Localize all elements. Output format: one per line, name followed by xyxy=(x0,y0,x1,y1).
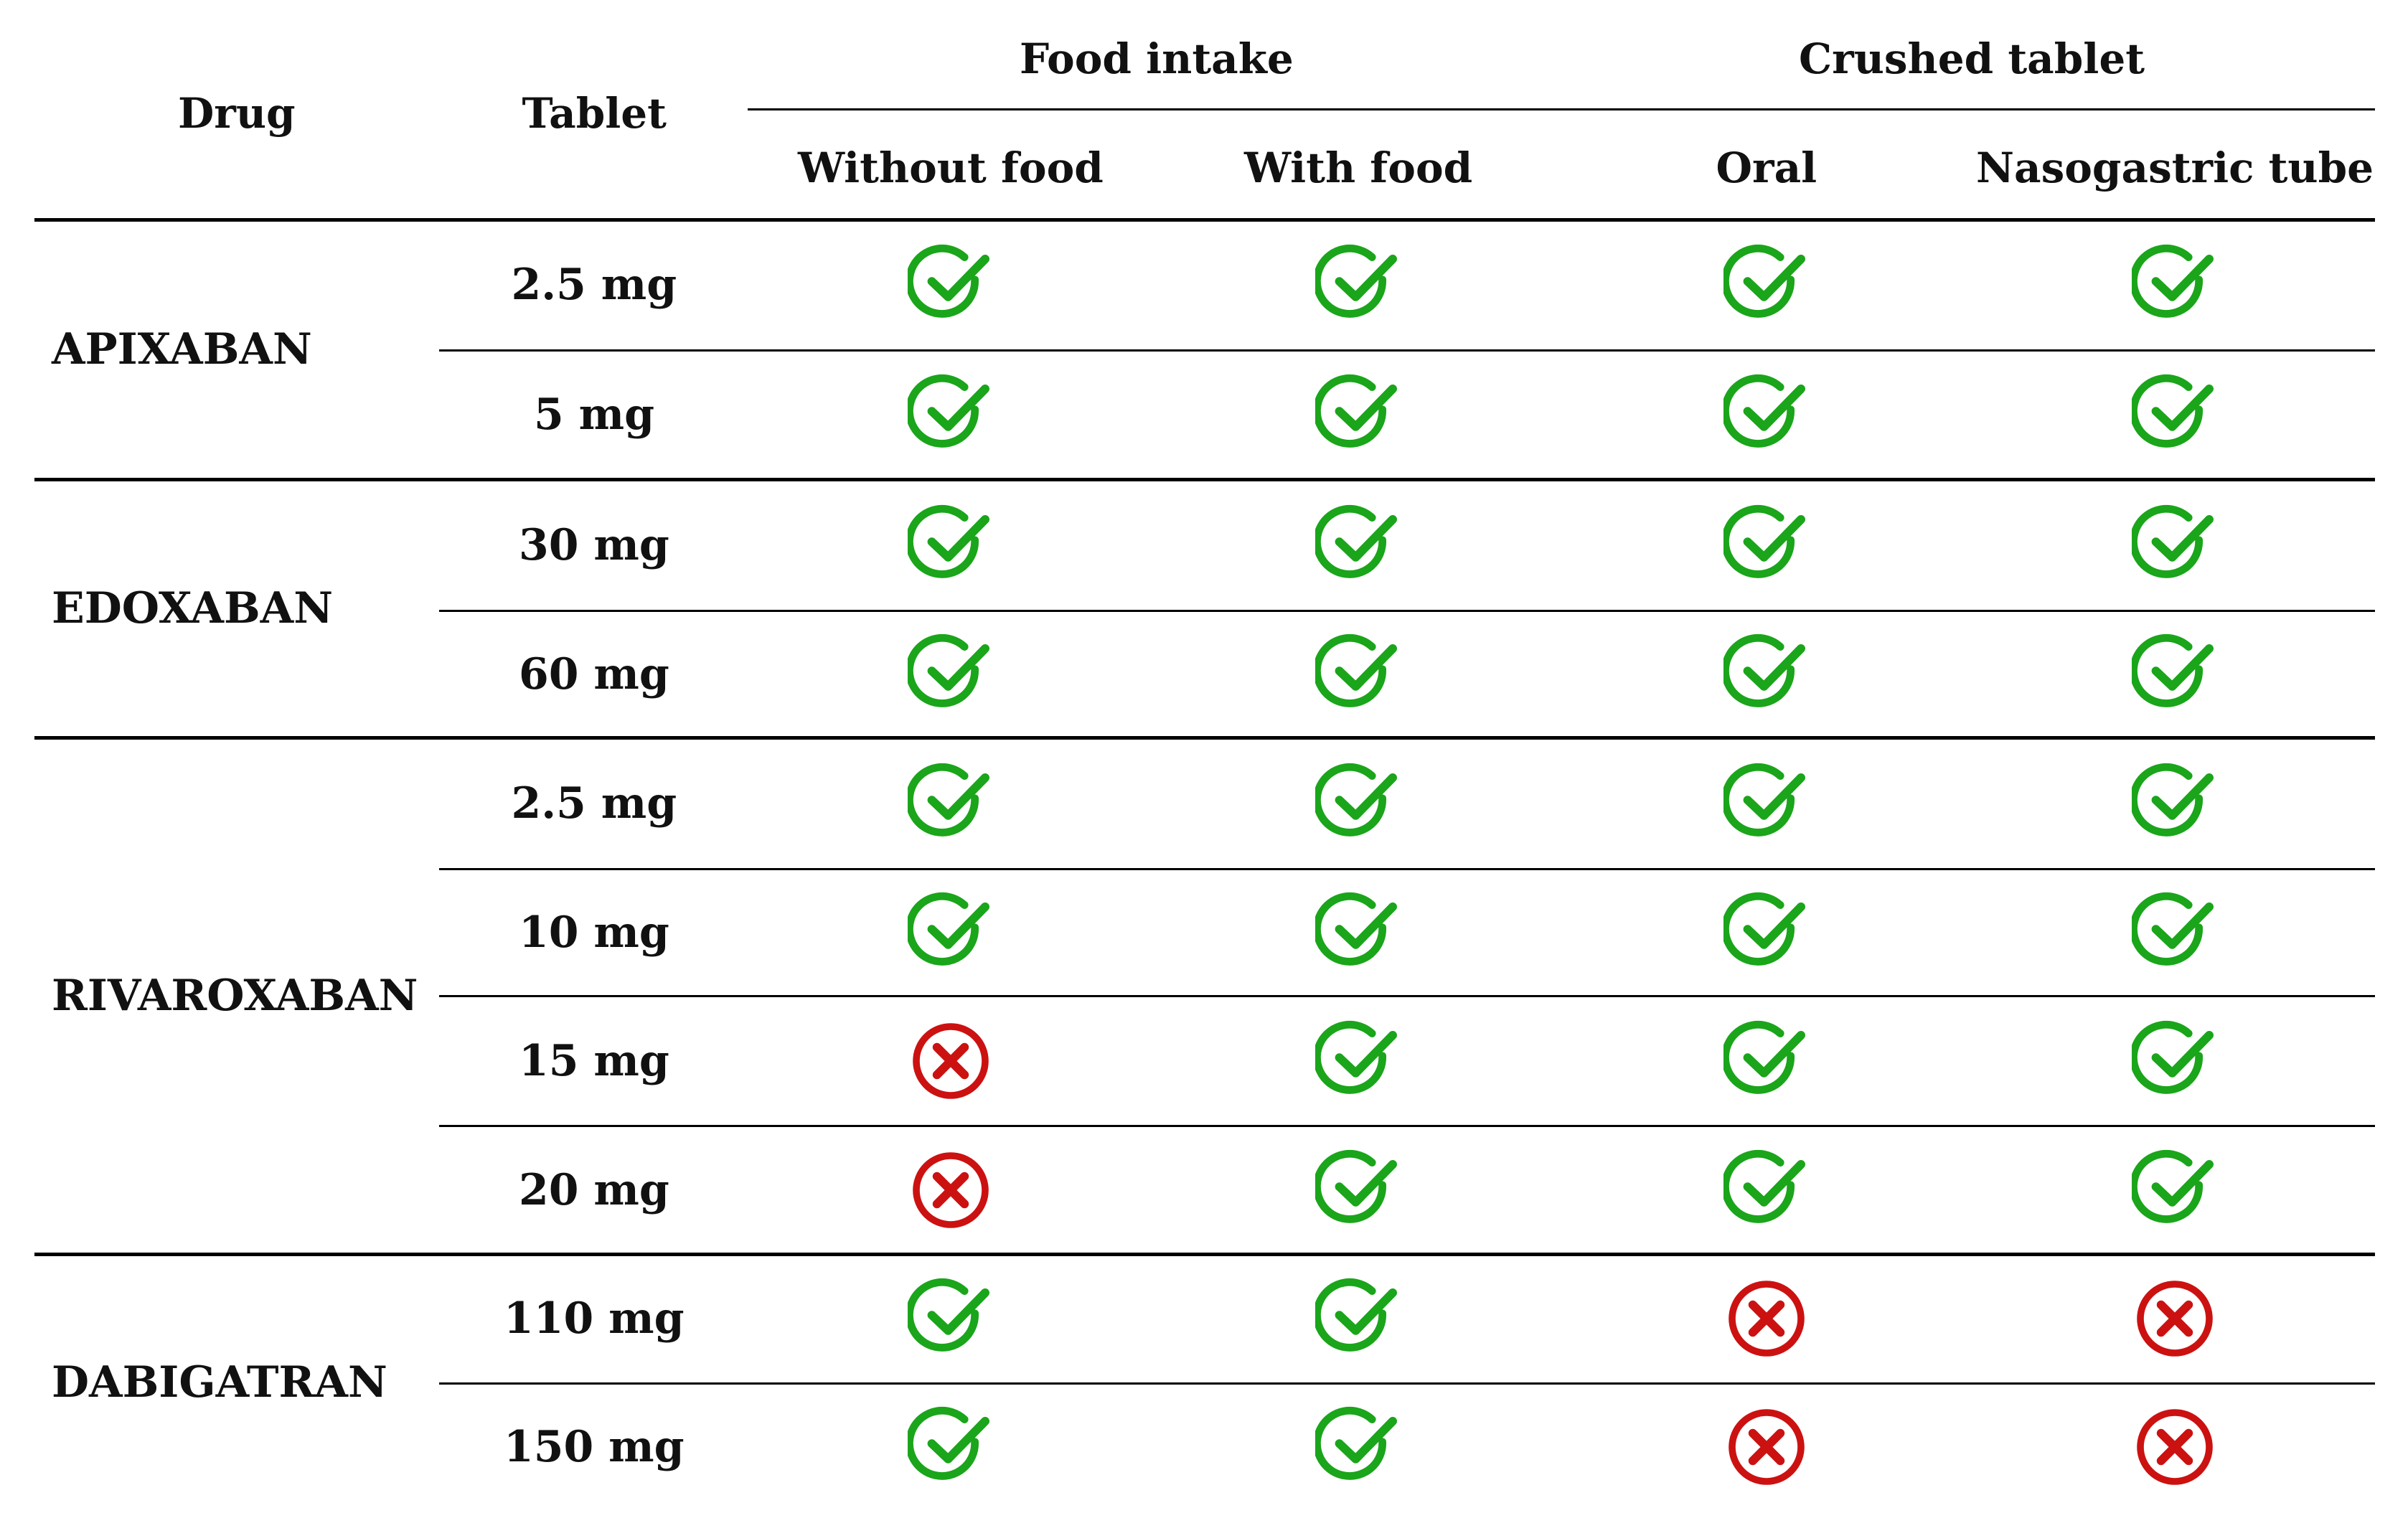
drug-name: DABIGATRAN xyxy=(52,1357,387,1408)
tablet-dose: 60 mg xyxy=(519,649,669,699)
check-icon xyxy=(1723,372,1810,458)
check-icon xyxy=(1723,890,1810,976)
header-column-label: Nasogastric tube xyxy=(1976,143,2374,192)
tablet-dose: 10 mg xyxy=(519,907,669,958)
header-group-rule xyxy=(748,108,2375,110)
header-column-label: Without food xyxy=(798,143,1104,192)
header-group-label: Crushed tablet xyxy=(1799,34,2145,83)
tablet-dose: 15 mg xyxy=(519,1035,669,1086)
cross-icon xyxy=(2132,1404,2218,1490)
check-icon xyxy=(2132,760,2218,847)
check-icon xyxy=(908,890,994,976)
header-bottom-rule xyxy=(34,217,2375,222)
cross-icon xyxy=(908,1147,994,1233)
check-icon xyxy=(1315,502,1401,588)
check-icon xyxy=(1315,890,1401,976)
cross-icon xyxy=(1723,1276,1810,1362)
check-icon xyxy=(1315,1404,1401,1490)
check-icon xyxy=(908,502,994,588)
check-icon xyxy=(1723,1018,1810,1104)
tablet-dose: 2.5 mg xyxy=(511,778,677,829)
row-divider xyxy=(439,867,2375,870)
check-icon xyxy=(1315,760,1401,847)
group-divider xyxy=(34,477,2375,481)
header-drug: Drug xyxy=(178,89,296,138)
check-icon xyxy=(2132,502,2218,588)
group-divider xyxy=(34,1252,2375,1256)
row-divider xyxy=(439,994,2375,997)
check-icon xyxy=(908,242,994,328)
check-icon xyxy=(908,760,994,847)
check-icon xyxy=(2132,1018,2218,1104)
row-divider xyxy=(439,1124,2375,1127)
tablet-dose: 110 mg xyxy=(504,1293,685,1344)
check-icon xyxy=(1315,1276,1401,1362)
check-icon xyxy=(2132,372,2218,458)
header-group-label: Food intake xyxy=(1020,34,1294,83)
check-icon xyxy=(2132,631,2218,717)
check-icon xyxy=(1315,1147,1401,1233)
tablet-dose: 150 mg xyxy=(504,1422,685,1472)
check-icon xyxy=(1315,631,1401,717)
check-icon xyxy=(2132,1147,2218,1233)
check-icon xyxy=(2132,242,2218,328)
header-column-label: With food xyxy=(1244,143,1473,192)
group-divider xyxy=(34,735,2375,740)
drug-name: EDOXABAN xyxy=(52,583,334,633)
check-icon xyxy=(1723,502,1810,588)
check-icon xyxy=(2132,890,2218,976)
cross-icon xyxy=(1723,1404,1810,1490)
check-icon xyxy=(1315,372,1401,458)
check-icon xyxy=(908,1276,994,1362)
drug-name: RIVAROXABAN xyxy=(52,971,418,1021)
row-divider xyxy=(439,609,2375,612)
check-icon xyxy=(1723,1147,1810,1233)
check-icon xyxy=(1315,242,1401,328)
header-tablet: Tablet xyxy=(522,89,667,138)
cross-icon xyxy=(2132,1276,2218,1362)
tablet-dose: 30 mg xyxy=(519,519,669,570)
row-divider xyxy=(439,1382,2375,1385)
header-column-label: Oral xyxy=(1716,143,1817,192)
check-icon xyxy=(908,372,994,458)
check-icon xyxy=(1723,631,1810,717)
check-icon xyxy=(908,1404,994,1490)
check-icon xyxy=(1723,760,1810,847)
check-icon xyxy=(1723,242,1810,328)
tablet-dose: 5 mg xyxy=(534,390,655,440)
tablet-dose: 2.5 mg xyxy=(511,260,677,310)
check-icon xyxy=(908,631,994,717)
tablet-dose: 20 mg xyxy=(519,1164,669,1215)
check-icon xyxy=(1315,1018,1401,1104)
cross-icon xyxy=(908,1018,994,1104)
row-divider xyxy=(439,349,2375,352)
drug-name: APIXABAN xyxy=(52,324,312,374)
